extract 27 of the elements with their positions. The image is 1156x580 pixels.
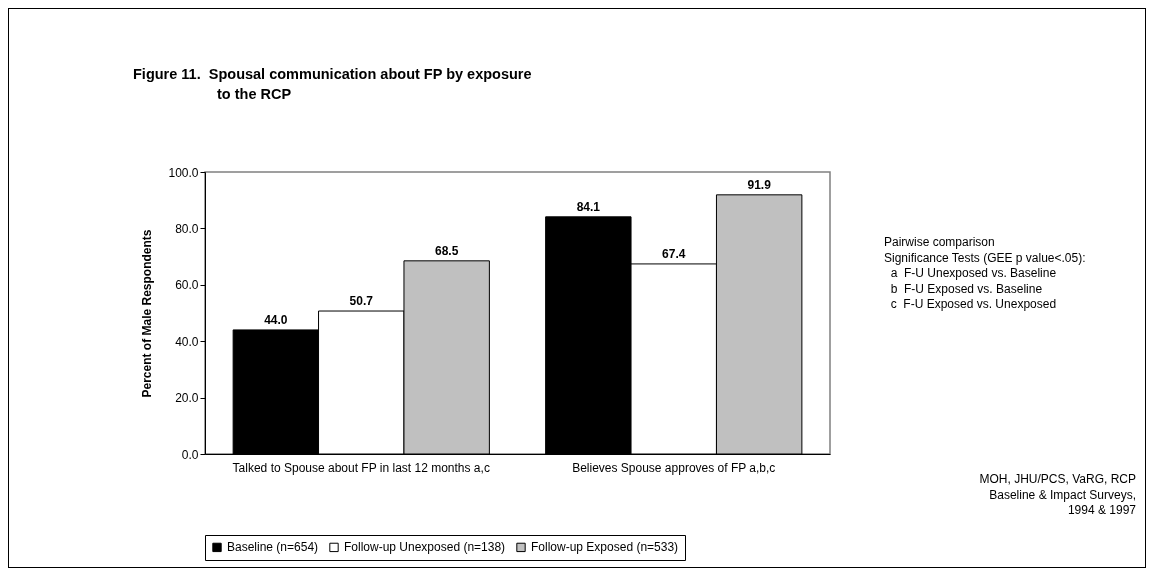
legend-label: Follow-up Unexposed (n=138): [344, 540, 506, 555]
text: c F-U Exposed vs. Unexposed: [890, 297, 1057, 311]
data-label: 84.1: [576, 199, 601, 214]
legend-label: Follow-up Exposed (n=533): [531, 540, 679, 555]
text: Significance Tests (GEE p value<.05):: [884, 250, 1086, 265]
legend-label: Baseline (n=654): [227, 540, 319, 555]
y-tick-label: 60.0: [175, 278, 199, 293]
data-label: 68.5: [434, 243, 459, 258]
y-tick-label: 80.0: [175, 221, 199, 236]
text: a F-U Unexposed vs. Baseline: [890, 266, 1057, 280]
y-tick-label: 100.0: [168, 165, 199, 180]
data-label: 50.7: [349, 294, 374, 309]
data-label: 91.9: [747, 177, 772, 192]
text: MOH, JHU/PCS, VaRG, RCP: [979, 472, 1136, 486]
text: Pairwise comparison: [884, 235, 995, 249]
x-tick-label: Talked to Spouse about FP in last 12 months a,c: [232, 460, 490, 475]
y-tick-label: 0.0: [181, 447, 199, 462]
text: b F-U Exposed vs. Baseline: [890, 281, 1043, 296]
y-tick-label: 40.0: [175, 334, 199, 349]
data-label: 67.4: [662, 246, 686, 261]
y-axis-title: Percent of Male Respondents: [140, 229, 155, 398]
y-tick-label: 20.0: [175, 391, 199, 406]
text: Baseline & Impact Surveys,: [989, 487, 1136, 502]
text: 1994 & 1997: [1067, 503, 1136, 517]
x-tick-label: Believes Spouse approves of FP a,b,c: [572, 460, 776, 475]
data-label: 44.0: [264, 312, 288, 327]
chart-title: Figure 11. Spousal communication about FP by exposure to the RCP: [133, 65, 533, 104]
